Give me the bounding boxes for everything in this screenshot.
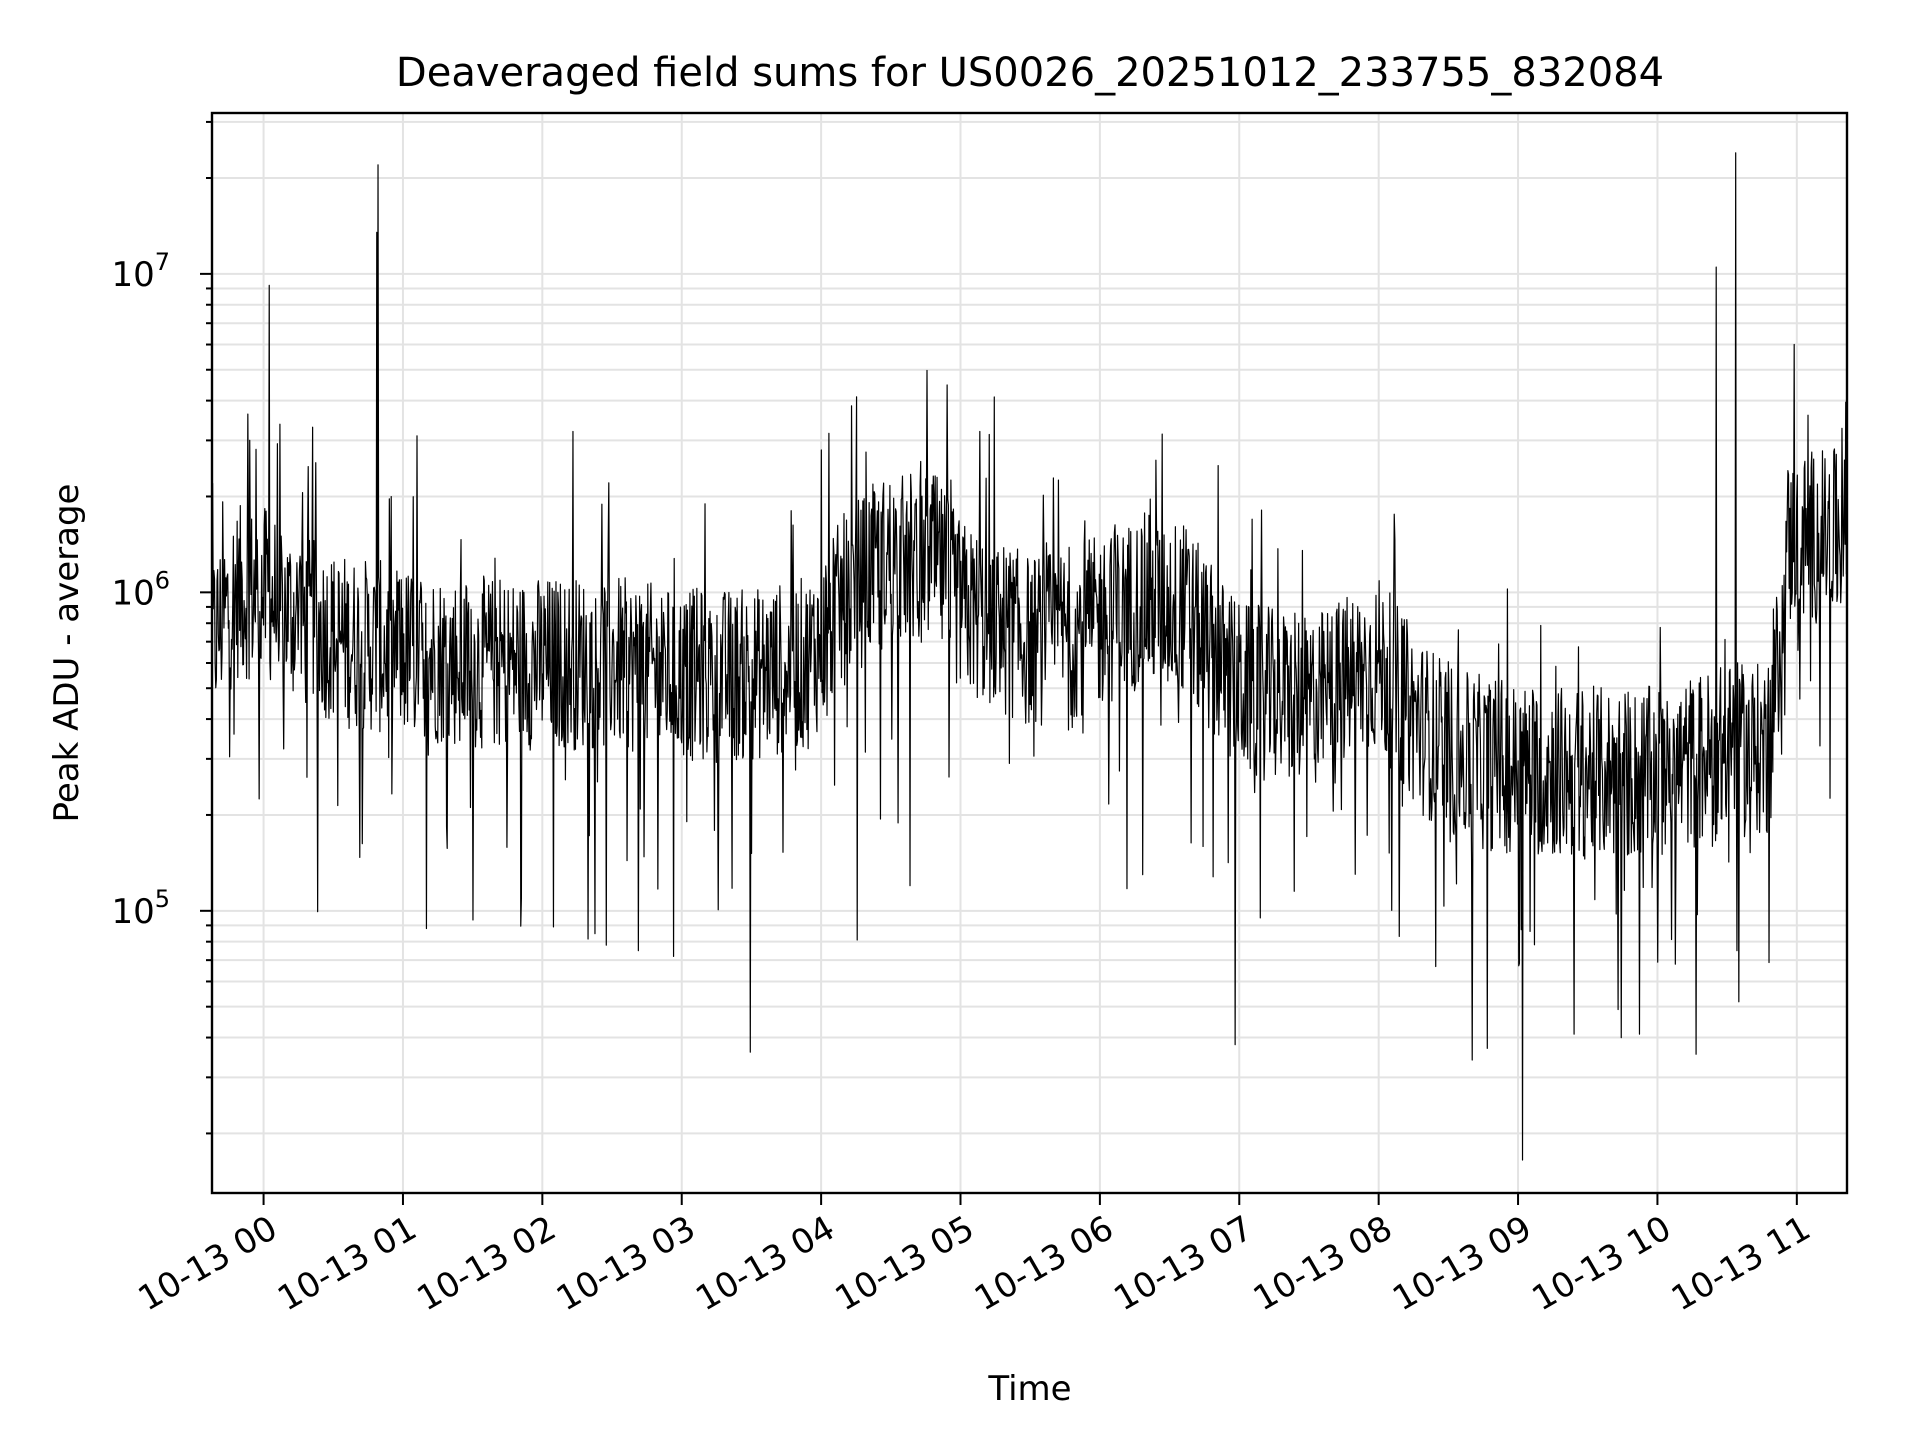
- y-tick-base: 10: [111, 573, 154, 613]
- x-tick-label: 10-13 03: [550, 1208, 702, 1319]
- x-tick-label: 10-13 01: [271, 1208, 423, 1319]
- y-tick-base: 10: [111, 892, 154, 932]
- y-tick-exponent: 5: [155, 885, 170, 913]
- y-tick-base: 10: [111, 255, 154, 295]
- y-tick-exponent: 7: [155, 248, 170, 276]
- x-tick-label: 10-13 08: [1247, 1208, 1399, 1319]
- x-tick-label: 10-13 04: [689, 1208, 841, 1319]
- y-tick-label: 105: [111, 885, 170, 932]
- x-tick-label: 10-13 05: [829, 1208, 981, 1319]
- y-tick-label: 106: [111, 566, 170, 613]
- chart-title: Deaveraged field sums for US0026_2025101…: [396, 50, 1664, 96]
- plot-area-frame: [210, 111, 1849, 1195]
- x-tick-label: 10-13 06: [968, 1208, 1120, 1319]
- series-line: [211, 152, 1848, 1161]
- y-tick-exponent: 6: [155, 566, 170, 594]
- x-tick-label: 10-13 02: [410, 1208, 562, 1319]
- x-tick-label: 10-13 11: [1665, 1208, 1817, 1319]
- x-tick-label: 10-13 10: [1526, 1208, 1678, 1319]
- x-tick-label: 10-13 07: [1107, 1208, 1259, 1319]
- y-tick-label: 107: [111, 248, 170, 295]
- y-axis-label: Peak ADU - average: [47, 484, 87, 823]
- series-layer: [211, 152, 1848, 1161]
- x-tick-label: 10-13 09: [1386, 1208, 1538, 1319]
- x-axis-label: Time: [987, 1369, 1071, 1409]
- x-tick-label: 10-13 00: [132, 1208, 284, 1319]
